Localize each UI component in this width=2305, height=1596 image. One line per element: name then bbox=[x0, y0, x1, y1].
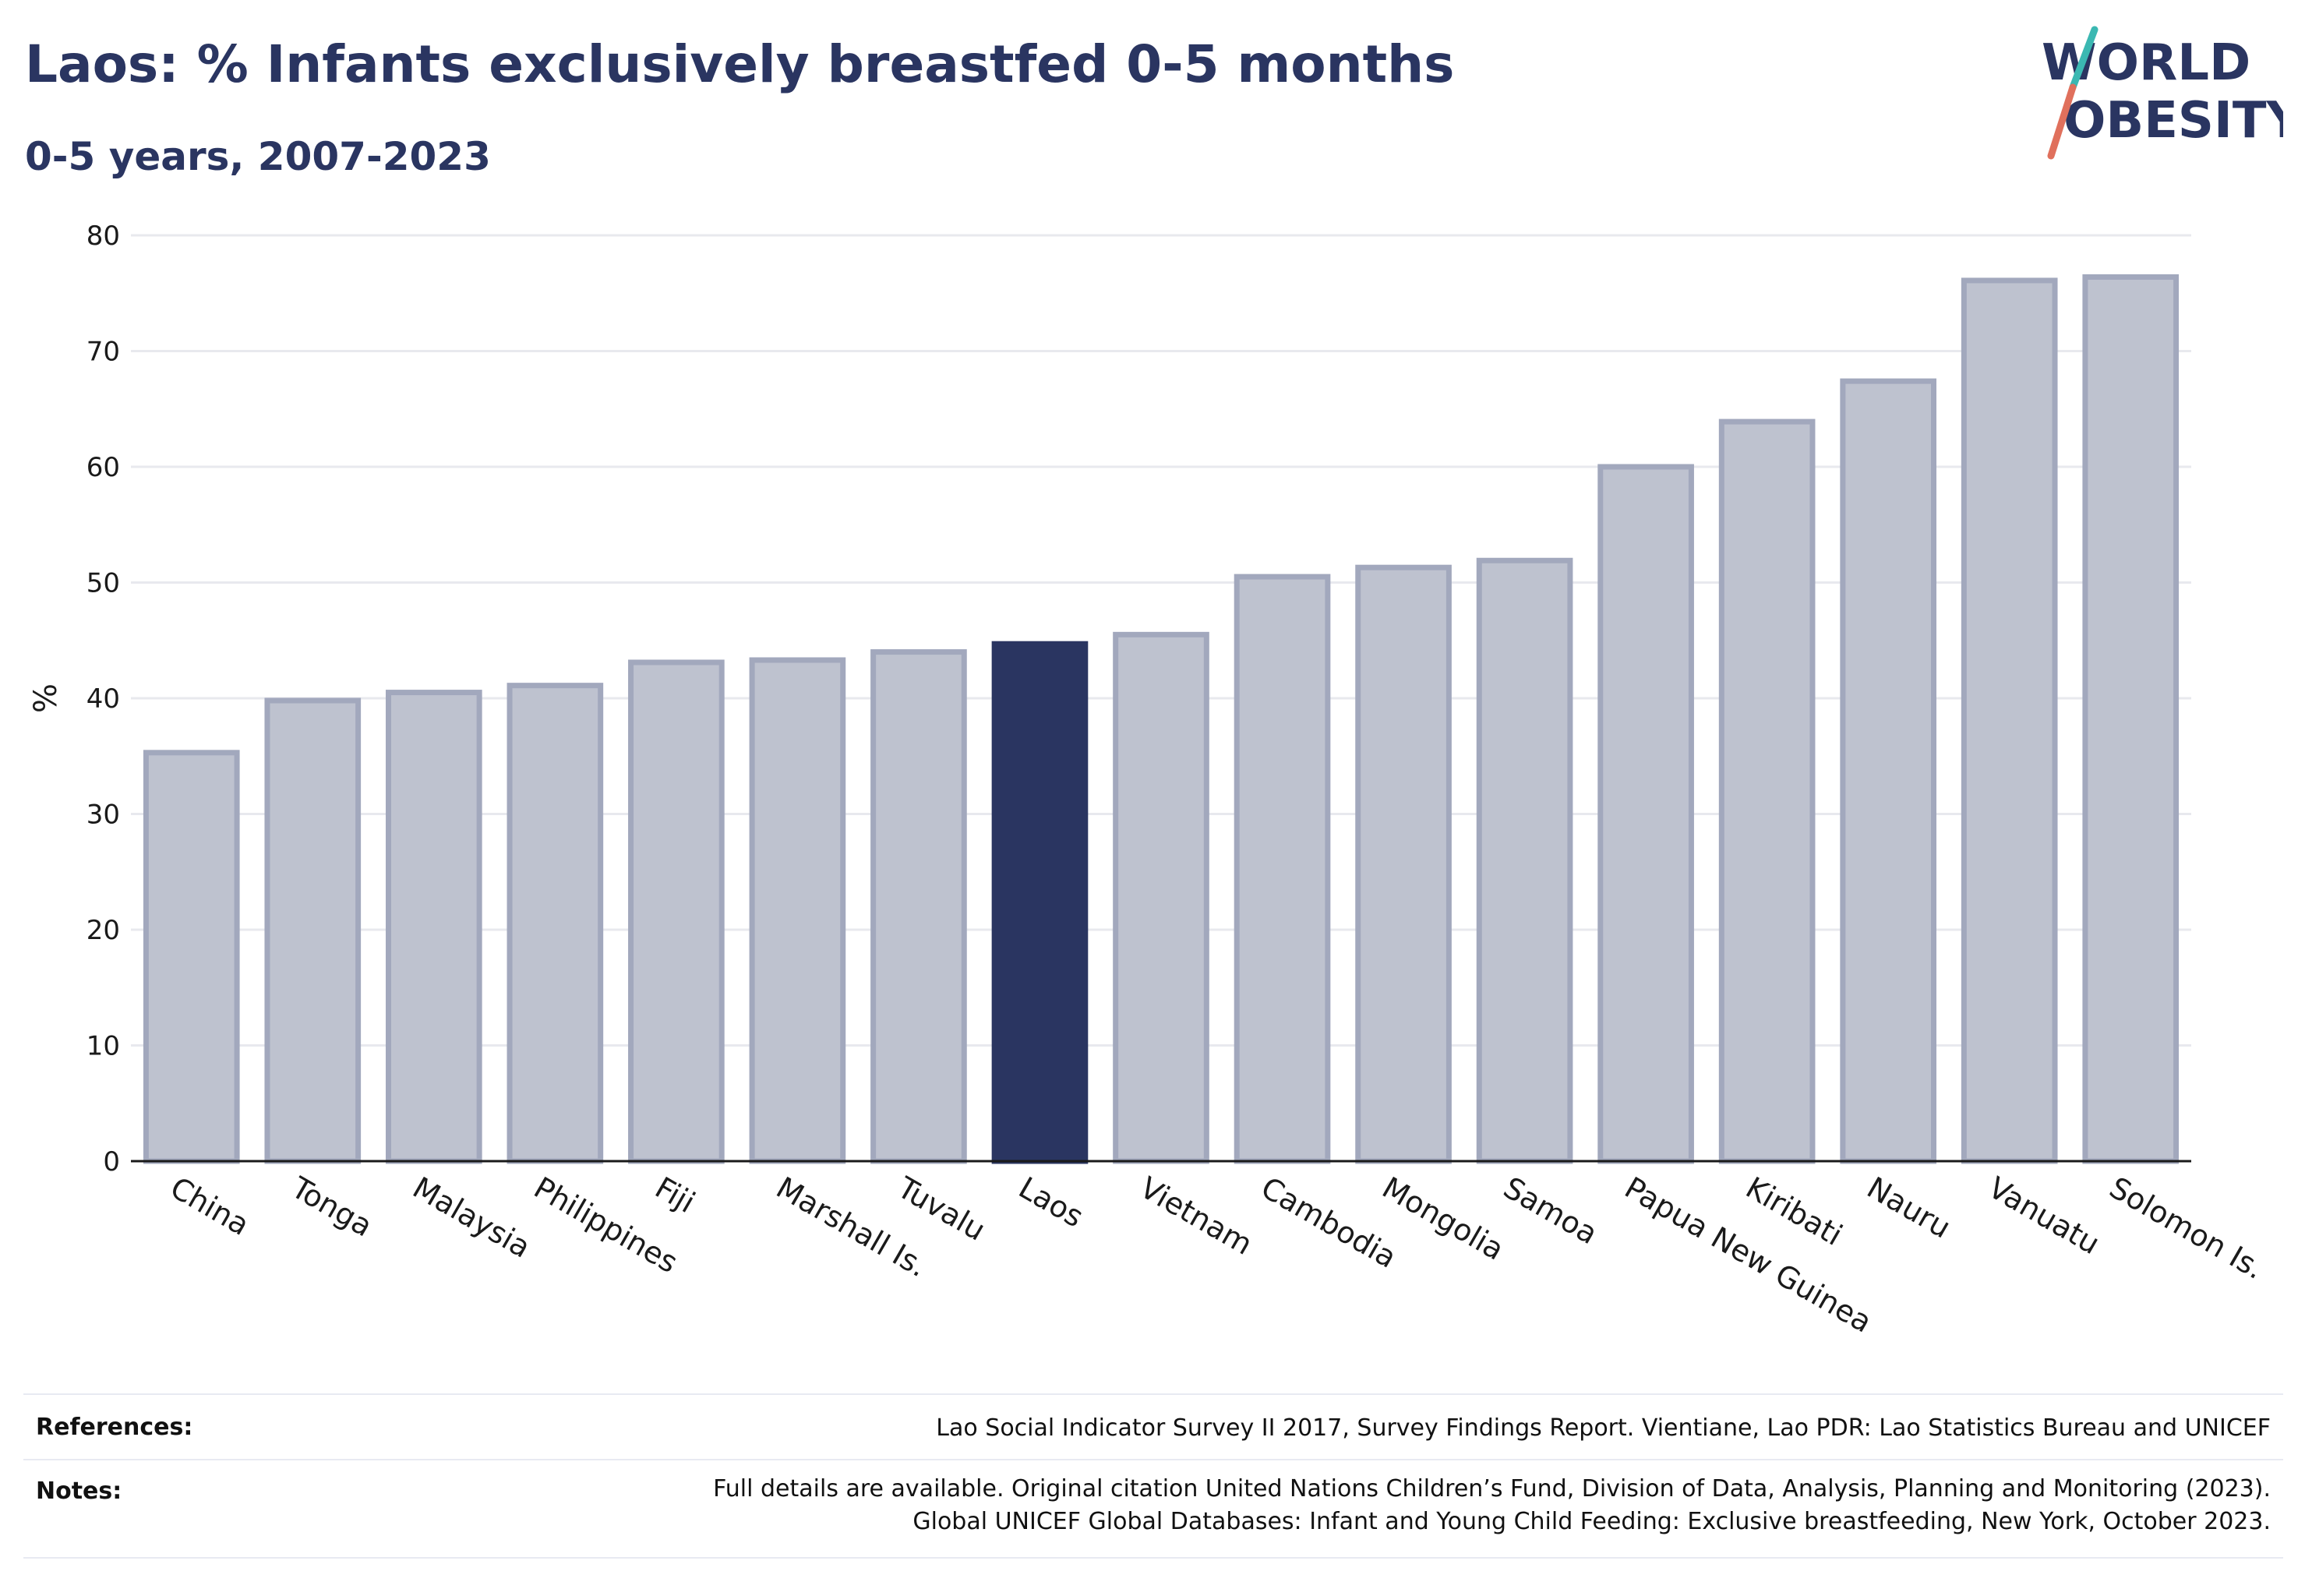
bar-laos bbox=[991, 641, 1089, 1164]
x-tick-label: Tuvalu bbox=[891, 1170, 991, 1248]
bar-malaysia bbox=[386, 690, 482, 1164]
y-tick-label: 0 bbox=[103, 1146, 120, 1178]
y-tick-label: 80 bbox=[86, 221, 120, 252]
bar-solomon-is bbox=[2082, 274, 2180, 1164]
bar-kiribati bbox=[1718, 418, 1816, 1164]
x-tick-label: Laos bbox=[1013, 1171, 1089, 1234]
x-tick-label: Samoa bbox=[1498, 1171, 1603, 1252]
bar-samoa bbox=[1476, 557, 1573, 1164]
x-tick-label: China bbox=[164, 1171, 255, 1242]
bar-china bbox=[143, 750, 240, 1164]
logo-line2: OBESITY bbox=[2063, 92, 2283, 150]
bar-tonga bbox=[264, 697, 362, 1164]
logo-slash-coral bbox=[2047, 83, 2077, 160]
chart-footer: References: Lao Social Indicator Survey … bbox=[23, 1393, 2283, 1559]
x-tick-label: Nauru bbox=[1862, 1171, 1957, 1245]
bar-nauru bbox=[1840, 378, 1937, 1164]
notes-line-2: Global UNICEF Global Databases: Infant a… bbox=[912, 1508, 2271, 1535]
bar-philippines bbox=[507, 683, 604, 1164]
x-tick-label: Tonga bbox=[285, 1170, 378, 1243]
y-tick-label: 60 bbox=[86, 452, 120, 483]
bar-vietnam bbox=[1113, 631, 1209, 1164]
bar-vanuatu bbox=[1961, 277, 2058, 1164]
logo-slash-teal bbox=[2069, 26, 2099, 91]
y-tick-label: 70 bbox=[86, 337, 120, 368]
y-tick-label: 40 bbox=[86, 683, 120, 715]
bar-papua-new-guinea bbox=[1597, 464, 1694, 1164]
bar-tuvalu bbox=[870, 649, 967, 1164]
bar-cambodia bbox=[1234, 574, 1331, 1164]
y-axis-label: % bbox=[28, 683, 64, 713]
references-text: Lao Social Indicator Survey II 2017, Sur… bbox=[936, 1414, 2271, 1442]
chart-title: Laos: % Infants exclusively breastfed 0-… bbox=[25, 34, 1455, 94]
bar-fiji bbox=[628, 659, 725, 1164]
y-tick-label: 50 bbox=[86, 568, 120, 599]
y-tick-label: 30 bbox=[86, 800, 120, 831]
x-tick-label: Vanuatu bbox=[1982, 1171, 2106, 1261]
references-row: References: Lao Social Indicator Survey … bbox=[23, 1393, 2283, 1460]
x-tick-label: Cambodia bbox=[1255, 1171, 1402, 1275]
bar-mongolia bbox=[1355, 564, 1452, 1164]
notes-row: Notes: Full details are available. Origi… bbox=[23, 1459, 2283, 1559]
notes-line-1: Full details are available. Original cit… bbox=[713, 1475, 2271, 1502]
x-tick-label: Solomon Is. bbox=[2104, 1171, 2270, 1286]
notes-text: Full details are available. Original cit… bbox=[713, 1473, 2271, 1538]
y-tick-label: 20 bbox=[86, 915, 120, 946]
chart-subtitle: 0-5 years, 2007-2023 bbox=[25, 134, 491, 179]
references-label: References: bbox=[36, 1414, 193, 1441]
x-tick-label: Fiji bbox=[649, 1171, 701, 1220]
x-tick-label: Vietnam bbox=[1135, 1171, 1258, 1262]
y-tick-label: 10 bbox=[86, 1031, 120, 1062]
bar-marshall-is bbox=[749, 657, 846, 1164]
x-tick-label: Malaysia bbox=[407, 1171, 536, 1265]
notes-label: Notes: bbox=[36, 1478, 122, 1505]
world-obesity-logo: WORLD OBESITY bbox=[2042, 26, 2283, 160]
